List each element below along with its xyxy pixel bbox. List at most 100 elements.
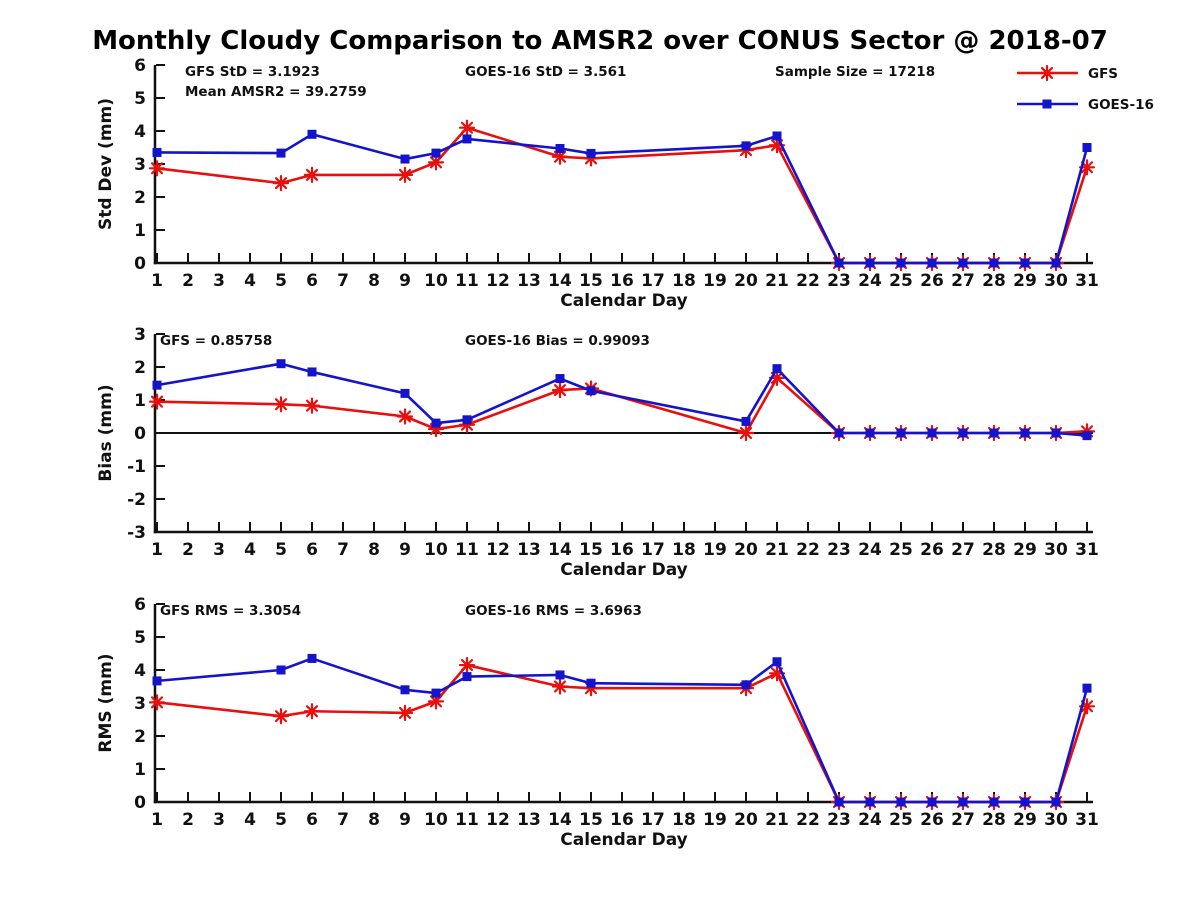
- x-tick-label: 28: [982, 540, 1006, 560]
- asterisk-spoke: [274, 177, 288, 190]
- x-tick-label: 5: [275, 271, 287, 291]
- marker-gfs: [272, 396, 290, 413]
- series-line-gfs: [156, 126, 1089, 265]
- x-tick-label: 18: [672, 271, 696, 291]
- marker-goes-16: [276, 359, 286, 369]
- marker-goes-16: [555, 143, 565, 153]
- x-tick-label: 6: [306, 810, 318, 830]
- asterisk-spoke: [274, 398, 288, 411]
- x-tick-label: 8: [368, 540, 380, 560]
- y-tick-label: 4: [134, 661, 146, 681]
- x-tick-label: 30: [1044, 540, 1068, 560]
- x-tick-label: 3: [213, 810, 225, 830]
- series-line-gfs: [156, 663, 1089, 804]
- panel-annotation: GOES-16 RMS = 3.6963: [465, 603, 642, 619]
- x-tick-label: 18: [672, 810, 696, 830]
- marker-goes-16: [307, 129, 317, 139]
- x-tick-label: 9: [399, 810, 411, 830]
- panel-annotation: GOES-16 StD = 3.561: [465, 64, 626, 80]
- marker-goes-16: [989, 428, 999, 438]
- y-tick-label: 3: [134, 325, 146, 345]
- x-tick-label: 31: [1075, 810, 1099, 830]
- x-tick-label: 20: [734, 540, 758, 560]
- asterisk-spoke: [305, 168, 319, 181]
- x-tick-label: 21: [765, 540, 789, 560]
- y-axis-title: Bias (mm): [96, 384, 116, 481]
- x-tick-label: 1: [151, 810, 163, 830]
- x-tick-label: 10: [424, 271, 448, 291]
- asterisk-spoke: [150, 696, 164, 709]
- marker-goes-16: [741, 680, 751, 690]
- x-tick-label: 4: [244, 271, 256, 291]
- x-tick-label: 7: [337, 271, 349, 291]
- marker-goes-16: [152, 676, 162, 686]
- marker-gfs: [303, 166, 321, 183]
- x-tick-label: 2: [182, 810, 194, 830]
- x-tick-label: 8: [368, 810, 380, 830]
- x-tick-label: 18: [672, 540, 696, 560]
- marker-goes-16: [462, 134, 472, 144]
- x-tick-label: 16: [610, 271, 634, 291]
- x-tick-label: 15: [579, 540, 603, 560]
- marker-goes-16: [989, 258, 999, 268]
- asterisk-spoke: [770, 371, 784, 384]
- x-tick-label: 1: [151, 540, 163, 560]
- x-axis-title: Calendar Day: [560, 560, 688, 580]
- marker-goes-16: [462, 415, 472, 425]
- marker-gfs: [272, 708, 290, 725]
- asterisk-spoke: [553, 150, 567, 163]
- marker-goes-16: [1082, 683, 1092, 693]
- y-tick-label: 1: [134, 760, 146, 780]
- marker-goes-16: [431, 148, 441, 158]
- x-tick-label: 7: [337, 540, 349, 560]
- x-tick-label: 21: [765, 271, 789, 291]
- asterisk-spoke: [398, 410, 412, 423]
- y-axis-title: Std Dev (mm): [96, 98, 116, 230]
- x-tick-label: 13: [517, 810, 541, 830]
- x-tick-label: 8: [368, 271, 380, 291]
- marker-goes-16: [865, 797, 875, 807]
- asterisk-spoke: [1080, 700, 1094, 713]
- x-axis-title: Calendar Day: [560, 291, 688, 311]
- y-tick-label: 6: [134, 595, 146, 615]
- x-tick-label: 12: [486, 810, 510, 830]
- y-tick-label: -1: [127, 457, 146, 477]
- asterisk-spoke: [150, 395, 164, 408]
- panel-annotation: Mean AMSR2 = 39.2759: [185, 84, 367, 100]
- marker-gfs: [458, 119, 476, 136]
- asterisk-spoke: [274, 710, 288, 723]
- asterisk-spoke: [1040, 66, 1054, 80]
- x-tick-label: 20: [734, 271, 758, 291]
- marker-gfs: [303, 703, 321, 720]
- x-tick-label: 11: [455, 810, 479, 830]
- marker-gfs: [396, 704, 414, 722]
- marker-goes-16: [927, 797, 937, 807]
- x-tick-label: 4: [244, 810, 256, 830]
- x-tick-label: 2: [182, 540, 194, 560]
- marker-goes-16: [865, 258, 875, 268]
- marker-goes-16: [834, 428, 844, 438]
- legend-label: GFS: [1088, 66, 1118, 82]
- marker-goes-16: [834, 797, 844, 807]
- figure-title: Monthly Cloudy Comparison to AMSR2 over …: [92, 26, 1108, 56]
- marker-goes-16: [400, 685, 410, 695]
- panel-annotation: GFS RMS = 3.3054: [160, 603, 301, 619]
- marker-goes-16: [276, 665, 286, 675]
- x-tick-label: 13: [517, 271, 541, 291]
- x-tick-label: 21: [765, 810, 789, 830]
- asterisk-spoke: [429, 695, 443, 708]
- y-tick-label: 1: [134, 391, 146, 411]
- x-tick-label: 25: [889, 540, 913, 560]
- x-tick-label: 20: [734, 810, 758, 830]
- x-tick-label: 23: [827, 271, 851, 291]
- marker-goes-16: [741, 416, 751, 426]
- marker-goes-16: [927, 428, 937, 438]
- marker-goes-16: [307, 653, 317, 663]
- x-tick-label: 23: [827, 540, 851, 560]
- x-tick-label: 26: [920, 271, 944, 291]
- asterisk-spoke: [305, 705, 319, 718]
- x-axis-title: Calendar Day: [560, 830, 688, 850]
